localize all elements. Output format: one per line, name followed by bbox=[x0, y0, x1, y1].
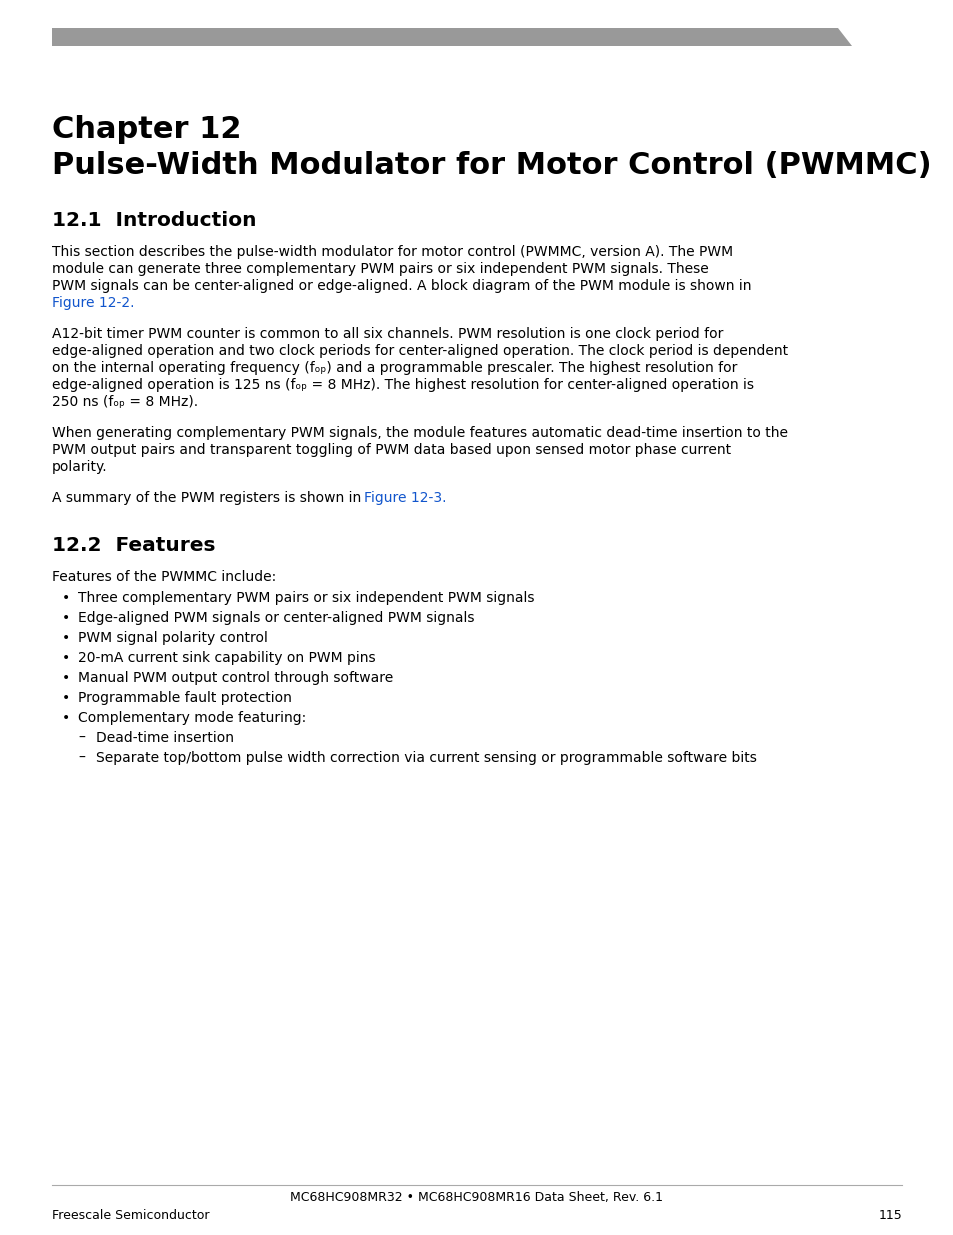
Text: •: • bbox=[62, 692, 71, 705]
Text: Figure 12-3.: Figure 12-3. bbox=[364, 492, 446, 505]
Text: This section describes the pulse-width modulator for motor control (PWMMC, versi: This section describes the pulse-width m… bbox=[52, 245, 732, 259]
Text: Complementary mode featuring:: Complementary mode featuring: bbox=[78, 711, 306, 725]
Text: PWM signal polarity control: PWM signal polarity control bbox=[78, 631, 268, 645]
Text: When generating complementary PWM signals, the module features automatic dead-ti: When generating complementary PWM signal… bbox=[52, 426, 787, 440]
Text: edge-aligned operation and two clock periods for center-aligned operation. The c: edge-aligned operation and two clock per… bbox=[52, 345, 787, 358]
Text: PWM output pairs and transparent toggling of PWM data based upon sensed motor ph: PWM output pairs and transparent togglin… bbox=[52, 443, 730, 457]
Text: 250 ns (fₒₚ = 8 MHz).: 250 ns (fₒₚ = 8 MHz). bbox=[52, 395, 198, 409]
Text: polarity.: polarity. bbox=[52, 459, 108, 474]
Text: PWM signals can be center-aligned or edge-aligned. A block diagram of the PWM mo: PWM signals can be center-aligned or edg… bbox=[52, 279, 751, 293]
Text: Dead-time insertion: Dead-time insertion bbox=[96, 731, 233, 745]
Text: •: • bbox=[62, 631, 71, 645]
Text: •: • bbox=[62, 592, 71, 605]
Text: Manual PWM output control through software: Manual PWM output control through softwa… bbox=[78, 671, 393, 685]
Text: Features of the PWMMC include:: Features of the PWMMC include: bbox=[52, 571, 276, 584]
Text: Chapter 12: Chapter 12 bbox=[52, 115, 241, 144]
Text: A12-bit timer PWM counter is common to all six channels. PWM resolution is one c: A12-bit timer PWM counter is common to a… bbox=[52, 327, 722, 341]
Text: Figure 12-2.: Figure 12-2. bbox=[52, 296, 134, 310]
Text: Separate top/bottom pulse width correction via current sensing or programmable s: Separate top/bottom pulse width correcti… bbox=[96, 751, 756, 764]
Text: Three complementary PWM pairs or six independent PWM signals: Three complementary PWM pairs or six ind… bbox=[78, 592, 534, 605]
Text: on the internal operating frequency (fₒₚ) and a programmable prescaler. The high: on the internal operating frequency (fₒₚ… bbox=[52, 361, 737, 375]
Text: 12.1  Introduction: 12.1 Introduction bbox=[52, 211, 256, 230]
Text: •: • bbox=[62, 651, 71, 664]
Text: A summary of the PWM registers is shown in: A summary of the PWM registers is shown … bbox=[52, 492, 365, 505]
Text: Pulse-Width Modulator for Motor Control (PWMMC): Pulse-Width Modulator for Motor Control … bbox=[52, 151, 931, 180]
Text: Programmable fault protection: Programmable fault protection bbox=[78, 692, 292, 705]
Polygon shape bbox=[52, 28, 851, 46]
Text: 20-mA current sink capability on PWM pins: 20-mA current sink capability on PWM pin… bbox=[78, 651, 375, 664]
Text: 12.2  Features: 12.2 Features bbox=[52, 536, 215, 555]
Text: Freescale Semiconductor: Freescale Semiconductor bbox=[52, 1209, 210, 1221]
Text: •: • bbox=[62, 711, 71, 725]
Text: –: – bbox=[78, 731, 85, 745]
Text: Edge-aligned PWM signals or center-aligned PWM signals: Edge-aligned PWM signals or center-align… bbox=[78, 611, 474, 625]
Text: edge-aligned operation is 125 ns (fₒₚ = 8 MHz). The highest resolution for cente: edge-aligned operation is 125 ns (fₒₚ = … bbox=[52, 378, 753, 391]
Text: •: • bbox=[62, 671, 71, 685]
Text: MC68HC908MR32 • MC68HC908MR16 Data Sheet, Rev. 6.1: MC68HC908MR32 • MC68HC908MR16 Data Sheet… bbox=[291, 1191, 662, 1204]
Text: module can generate three complementary PWM pairs or six independent PWM signals: module can generate three complementary … bbox=[52, 262, 708, 275]
Text: •: • bbox=[62, 611, 71, 625]
Text: –: – bbox=[78, 751, 85, 764]
Text: 115: 115 bbox=[878, 1209, 901, 1221]
